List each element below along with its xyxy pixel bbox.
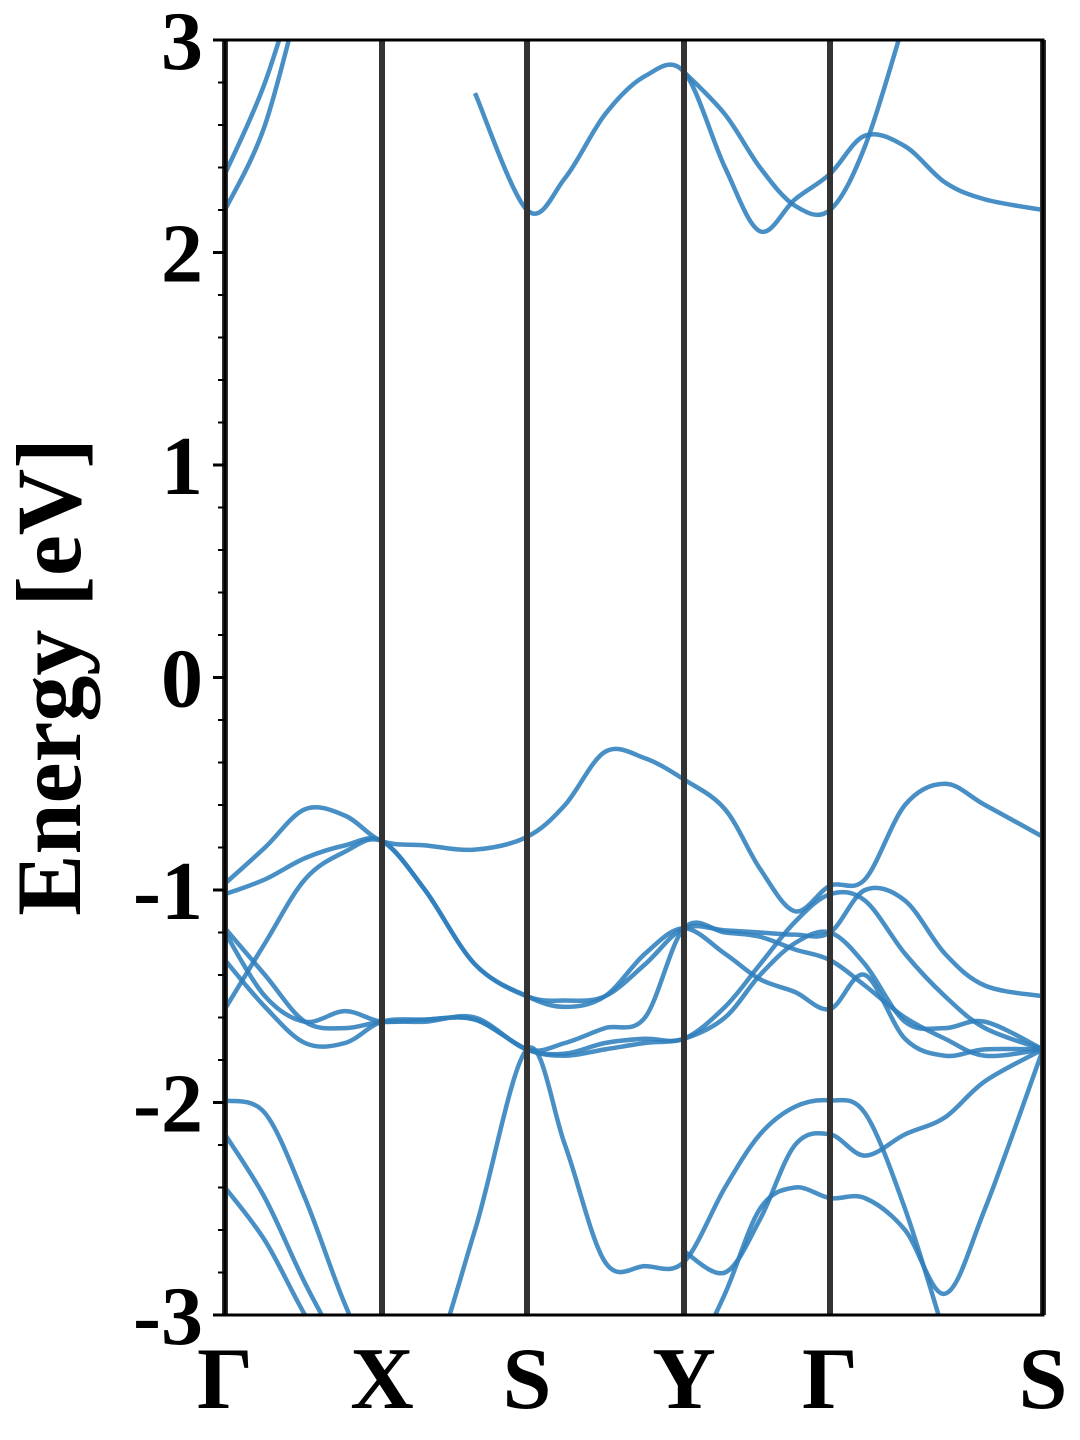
band (225, 889, 1043, 1057)
y-tick-label: 0 (161, 633, 203, 726)
band (225, 40, 901, 218)
y-tick-label: -3 (133, 1270, 203, 1363)
x-tick-label: Γ (197, 1331, 253, 1428)
band (225, 836, 1043, 1003)
y-tick-label: 2 (161, 208, 203, 301)
y-tick-label: 1 (161, 420, 203, 513)
bands (225, 40, 1043, 1315)
band (225, 40, 1043, 235)
band (225, 920, 1043, 1059)
band (225, 929, 1043, 1059)
x-tick-label: X (350, 1331, 414, 1428)
x-tick-label: S (503, 1331, 552, 1428)
band (225, 746, 1043, 914)
x-tick-label: Γ (802, 1331, 858, 1428)
x-tick-label: Y (652, 1331, 716, 1428)
y-axis-label: Energy [eV] (0, 438, 100, 916)
x-tick-label: S (1019, 1331, 1068, 1428)
plot-frame (223, 38, 1045, 1317)
y-tick-label: -1 (133, 845, 203, 938)
band (225, 836, 1043, 1059)
y-tick-label: -2 (133, 1058, 203, 1151)
y-tick-label: 3 (161, 0, 203, 88)
band (225, 1048, 1043, 1315)
